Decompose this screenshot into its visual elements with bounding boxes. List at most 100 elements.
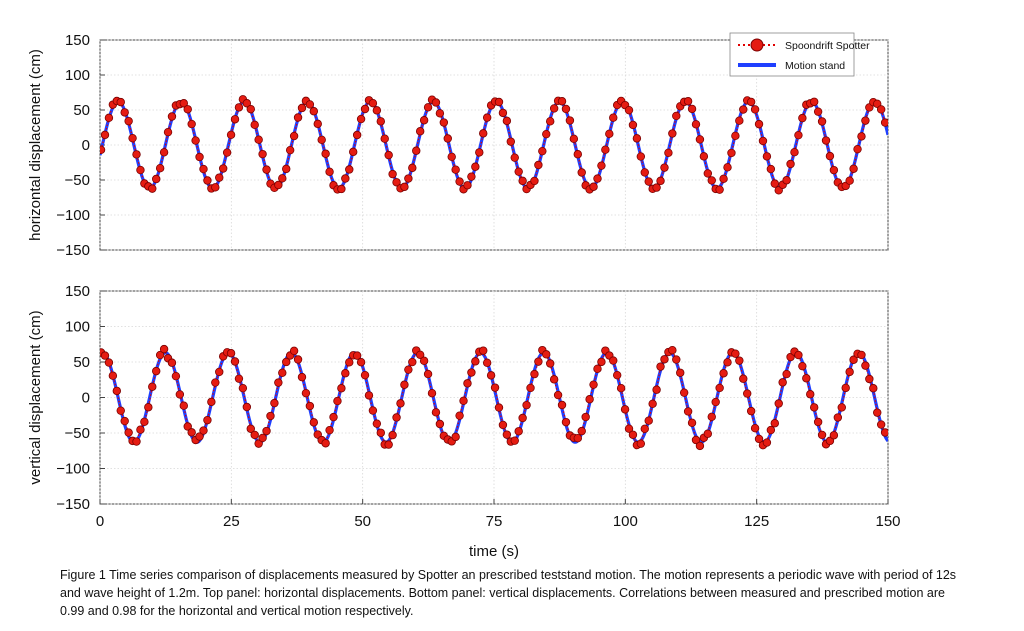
data-point [790, 147, 799, 157]
data-point [258, 433, 267, 443]
data-point [191, 136, 200, 145]
data-point [412, 146, 421, 155]
data-point [293, 113, 303, 122]
data-point [341, 369, 350, 378]
data-point [234, 103, 244, 112]
y-tick-label: 100 [65, 67, 90, 84]
data-point [246, 104, 255, 114]
data-point [636, 439, 646, 448]
data-point [880, 428, 888, 437]
data-point [845, 176, 854, 185]
data-point [589, 380, 598, 389]
data-point [408, 357, 417, 367]
data-point [876, 105, 886, 114]
data-point [581, 412, 590, 422]
data-point [482, 113, 492, 122]
data-point [463, 379, 472, 388]
data-point [869, 384, 878, 393]
data-point [597, 357, 606, 367]
data-point [423, 369, 433, 379]
data-point [782, 176, 791, 185]
x-tick-label: 25 [223, 513, 240, 530]
data-point [743, 389, 752, 398]
data-point [250, 430, 259, 440]
data-point [880, 118, 888, 127]
data-point [857, 350, 866, 360]
data-point [557, 97, 567, 106]
data-point [289, 346, 299, 356]
data-point [849, 164, 858, 173]
panel-bottom: 150 100 50 0 −50 −100 −150 0 25 50 75 100 125 150 vert… [27, 283, 901, 560]
y-tick-label: −150 [56, 496, 90, 513]
data-point [561, 104, 571, 114]
data-point [707, 176, 716, 185]
x-tick-label: 150 [875, 513, 900, 530]
data-point [754, 434, 764, 444]
data-point [534, 357, 543, 366]
data-point [419, 356, 429, 366]
data-point [313, 119, 322, 129]
data-point [762, 438, 772, 447]
data-point [463, 181, 472, 190]
y-tick-label: −100 [56, 461, 90, 478]
data-point [152, 174, 161, 184]
data-point [691, 120, 701, 129]
data-point [203, 415, 212, 425]
data-point [774, 399, 783, 408]
legend-label-spotter: Spoondrift Spotter [785, 40, 870, 52]
data-point [660, 163, 669, 172]
data-point [750, 105, 760, 114]
data-point [699, 152, 709, 161]
data-point [140, 417, 149, 427]
data-point [754, 119, 764, 129]
data-point [739, 374, 748, 383]
data-point [746, 97, 756, 107]
data-point [731, 349, 740, 358]
data-point [479, 346, 488, 355]
data-point [455, 177, 464, 186]
figure: 150 100 50 0 −50 −100 −150 horizontal displacem… [27, 32, 901, 560]
data-point [542, 350, 551, 359]
series-spoondrift-spotter [100, 95, 888, 195]
data-point [723, 163, 732, 172]
data-point [376, 428, 385, 437]
data-point [549, 104, 559, 113]
data-point [325, 425, 334, 435]
data-point [262, 426, 271, 436]
data-point [352, 130, 362, 140]
data-point [546, 359, 555, 368]
data-point [750, 424, 760, 433]
y-tick-label: 100 [65, 319, 90, 336]
data-point [435, 419, 445, 429]
data-point [155, 350, 165, 360]
data-point [616, 384, 626, 393]
data-point [415, 127, 425, 136]
data-point [782, 369, 791, 379]
data-point [798, 113, 807, 123]
data-point [297, 372, 307, 382]
data-point [242, 402, 252, 412]
data-point [392, 413, 401, 422]
data-point [124, 428, 133, 437]
data-point [656, 176, 665, 186]
data-point [577, 426, 586, 436]
data-point [770, 419, 779, 428]
data-point [873, 408, 882, 417]
data-point [837, 403, 846, 412]
data-point [356, 358, 366, 367]
data-point [569, 134, 579, 144]
data-point [794, 130, 803, 140]
data-point [238, 383, 248, 393]
y-tick-label: −50 [65, 425, 90, 442]
data-point [573, 434, 582, 443]
data-point [360, 104, 370, 114]
data-point [766, 425, 776, 435]
data-point [593, 174, 602, 183]
data-point [561, 417, 571, 427]
data-point [179, 99, 188, 108]
panel-top: 150 100 50 0 −50 −100 −150 horizontal displacem… [27, 32, 889, 259]
data-point [325, 167, 334, 177]
data-point [183, 105, 192, 114]
data-point [502, 116, 512, 126]
data-point [502, 430, 512, 439]
